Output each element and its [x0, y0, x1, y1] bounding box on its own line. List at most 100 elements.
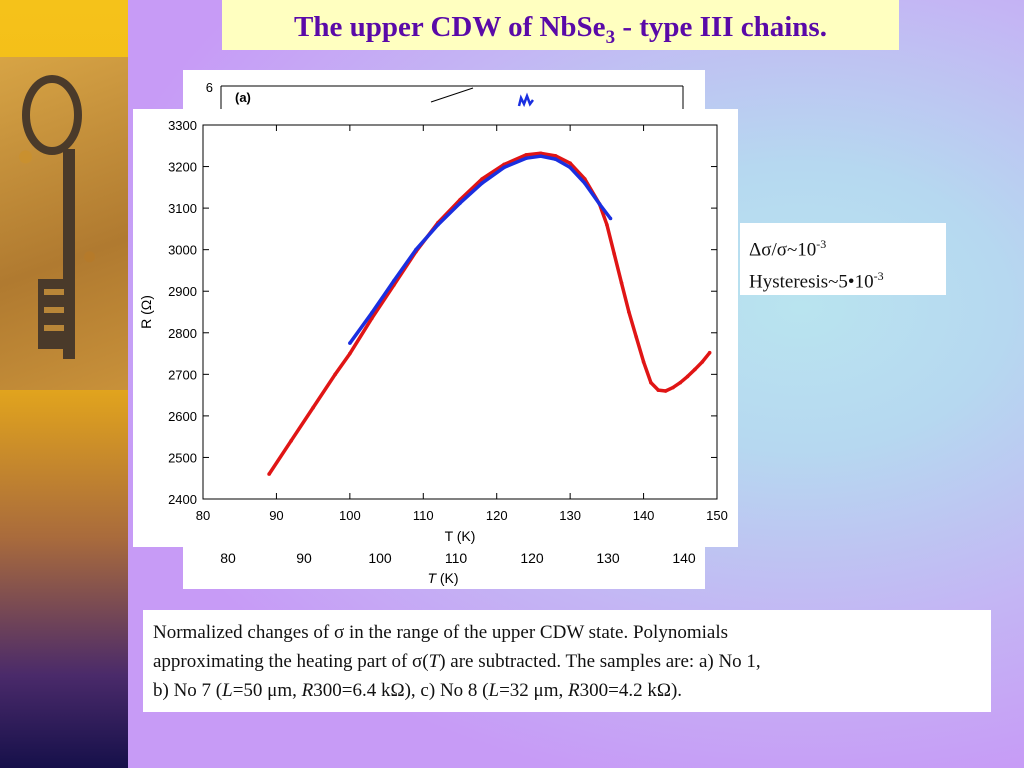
series-0-point: [641, 360, 646, 364]
caption-line-3: b) No 7 (L=50 μm, R300=6.4 kΩ), c) No 8 …: [153, 676, 981, 705]
series-0-point: [671, 385, 675, 390]
back-x-tick-label: 90: [296, 550, 312, 566]
back-x-tick-label: 100: [368, 550, 392, 566]
back-xlabel-unit: (K): [436, 570, 459, 586]
series-0-point: [634, 335, 639, 339]
caption-3b: L: [222, 680, 233, 701]
series-layer: [267, 151, 712, 476]
key-photo: [0, 57, 128, 390]
series-1-point: [370, 311, 374, 315]
caption-3i: 300=4.2 kΩ).: [579, 680, 683, 701]
series-0-point: [612, 252, 616, 256]
x-tick-label: 110: [413, 508, 434, 523]
back-xlabel-var: T: [427, 570, 437, 586]
hysteresis-note: Δσ/σ~10-3 Hysteresis~5•10-3: [740, 223, 946, 295]
caption-2a: approximating the heating part of σ(: [153, 651, 429, 672]
series-1-point: [553, 157, 558, 161]
note-line-1-exp: -3: [816, 237, 827, 251]
back-panel-label: (a): [235, 90, 251, 105]
y-axis-label: R (Ω): [138, 295, 154, 329]
series-0-point: [678, 380, 683, 385]
series-0-point: [267, 472, 271, 476]
slide-title: The upper CDW of NbSe3 - type III chains…: [222, 0, 899, 50]
series-0-point: [685, 374, 690, 379]
series-1-point: [480, 181, 484, 185]
x-axis-label: T (K): [445, 528, 476, 544]
x-tick-label: 90: [269, 508, 283, 523]
series-0-point: [707, 350, 712, 355]
caption-3h: R: [568, 680, 580, 701]
series-0-point: [348, 351, 352, 356]
x-tick-label: 120: [486, 508, 508, 523]
back-y-tick-top: 6: [206, 80, 213, 95]
series-0-point: [333, 372, 337, 377]
x-axis-ticks: 80 90 100 110 120 130 140 150: [196, 125, 728, 523]
main-chart: 2400 2500 2600 2700 2800 2900 3000 3100 3200 3300…: [138, 118, 728, 544]
main-chart-panel: 2400 2500 2600 2700 2800 2900 3000 3100 3200 3300…: [133, 109, 738, 547]
y-tick-label: 2600: [168, 409, 197, 424]
x-tick-label: 100: [339, 508, 361, 523]
caption-3g: =32 μm,: [499, 680, 569, 701]
back-x-tick-label: 130: [596, 550, 620, 566]
series-0-point: [700, 360, 705, 364]
series-1-point: [524, 156, 528, 161]
series-1-point: [436, 222, 440, 227]
note-line-1-text: Δσ/σ~10: [749, 239, 817, 261]
series-0-point: [619, 281, 624, 285]
x-tick-label: 150: [706, 508, 728, 523]
y-tick-label: 3100: [168, 201, 197, 216]
back-x-ticks: 80 90 100 110 120 130 140: [220, 550, 696, 566]
series-0-point: [311, 405, 315, 410]
caption-line-2: approximating the heating part of σ(T) a…: [153, 647, 981, 676]
back-x-tick-label: 140: [672, 550, 696, 566]
series-0-point: [568, 161, 572, 166]
series-1-point: [568, 165, 572, 170]
caption-3c: =50 μm,: [232, 680, 302, 701]
caption-3d: R: [301, 680, 314, 701]
note-line-2: Hysteresis~5•10-3: [749, 263, 946, 295]
back-x-tick-label: 110: [445, 550, 468, 566]
y-tick-label: 2700: [168, 367, 197, 382]
series-0-point: [289, 439, 293, 443]
y-tick-label: 3300: [168, 118, 197, 133]
caption-3f: L: [488, 680, 500, 701]
figure-caption: Normalized changes of σ in the range of …: [143, 610, 991, 712]
series-1-point: [392, 279, 396, 283]
series-0-point: [663, 389, 668, 393]
series-0-point: [370, 316, 374, 321]
series-0-point: [627, 310, 631, 314]
x-tick-label: 140: [633, 508, 655, 523]
y-tick-label: 3000: [168, 243, 197, 258]
plot-frame: [202, 124, 718, 500]
series-1-point: [583, 181, 587, 185]
series-0-point: [693, 367, 697, 372]
caption-2c: ) are subtracted. The samples are: a) No…: [439, 651, 761, 672]
title-main: The upper CDW of NbSe: [294, 11, 606, 43]
series-0-point: [649, 380, 653, 385]
y-tick-label: 2500: [168, 450, 197, 465]
caption-2b: T: [428, 651, 440, 672]
x-tick-label: 80: [196, 508, 210, 523]
y-tick-label: 2900: [168, 284, 197, 299]
title-subscript: 3: [605, 26, 616, 48]
caption-3a: b) No 7 (: [153, 680, 223, 701]
series-1-point: [538, 154, 543, 158]
series-1-point: [502, 165, 506, 170]
key-icon: [22, 75, 82, 359]
series-1-point: [597, 202, 602, 206]
series-0-point: [538, 151, 543, 156]
series-1-point: [348, 341, 352, 345]
title-rest: - type III chains.: [615, 11, 827, 43]
y-axis-ticks: 2400 2500 2600 2700 2800 2900 3000 3100 3200 3300: [168, 118, 717, 507]
caption-line-1: Normalized changes of σ in the range of …: [153, 622, 728, 643]
note-line-1: Δσ/σ~10-3: [749, 231, 946, 263]
series-0-point: [553, 153, 558, 158]
y-tick-label: 3200: [168, 160, 197, 175]
y-tick-label: 2800: [168, 326, 197, 341]
caption-3e: 300=6.4 kΩ), c) No 8 (: [313, 680, 489, 701]
back-x-axis-label: T (K): [427, 570, 458, 586]
series-0-point: [656, 388, 661, 392]
series-1-point: [458, 201, 462, 205]
y-tick-label: 2400: [168, 492, 197, 507]
note-line-2-exp: -3: [873, 269, 884, 284]
